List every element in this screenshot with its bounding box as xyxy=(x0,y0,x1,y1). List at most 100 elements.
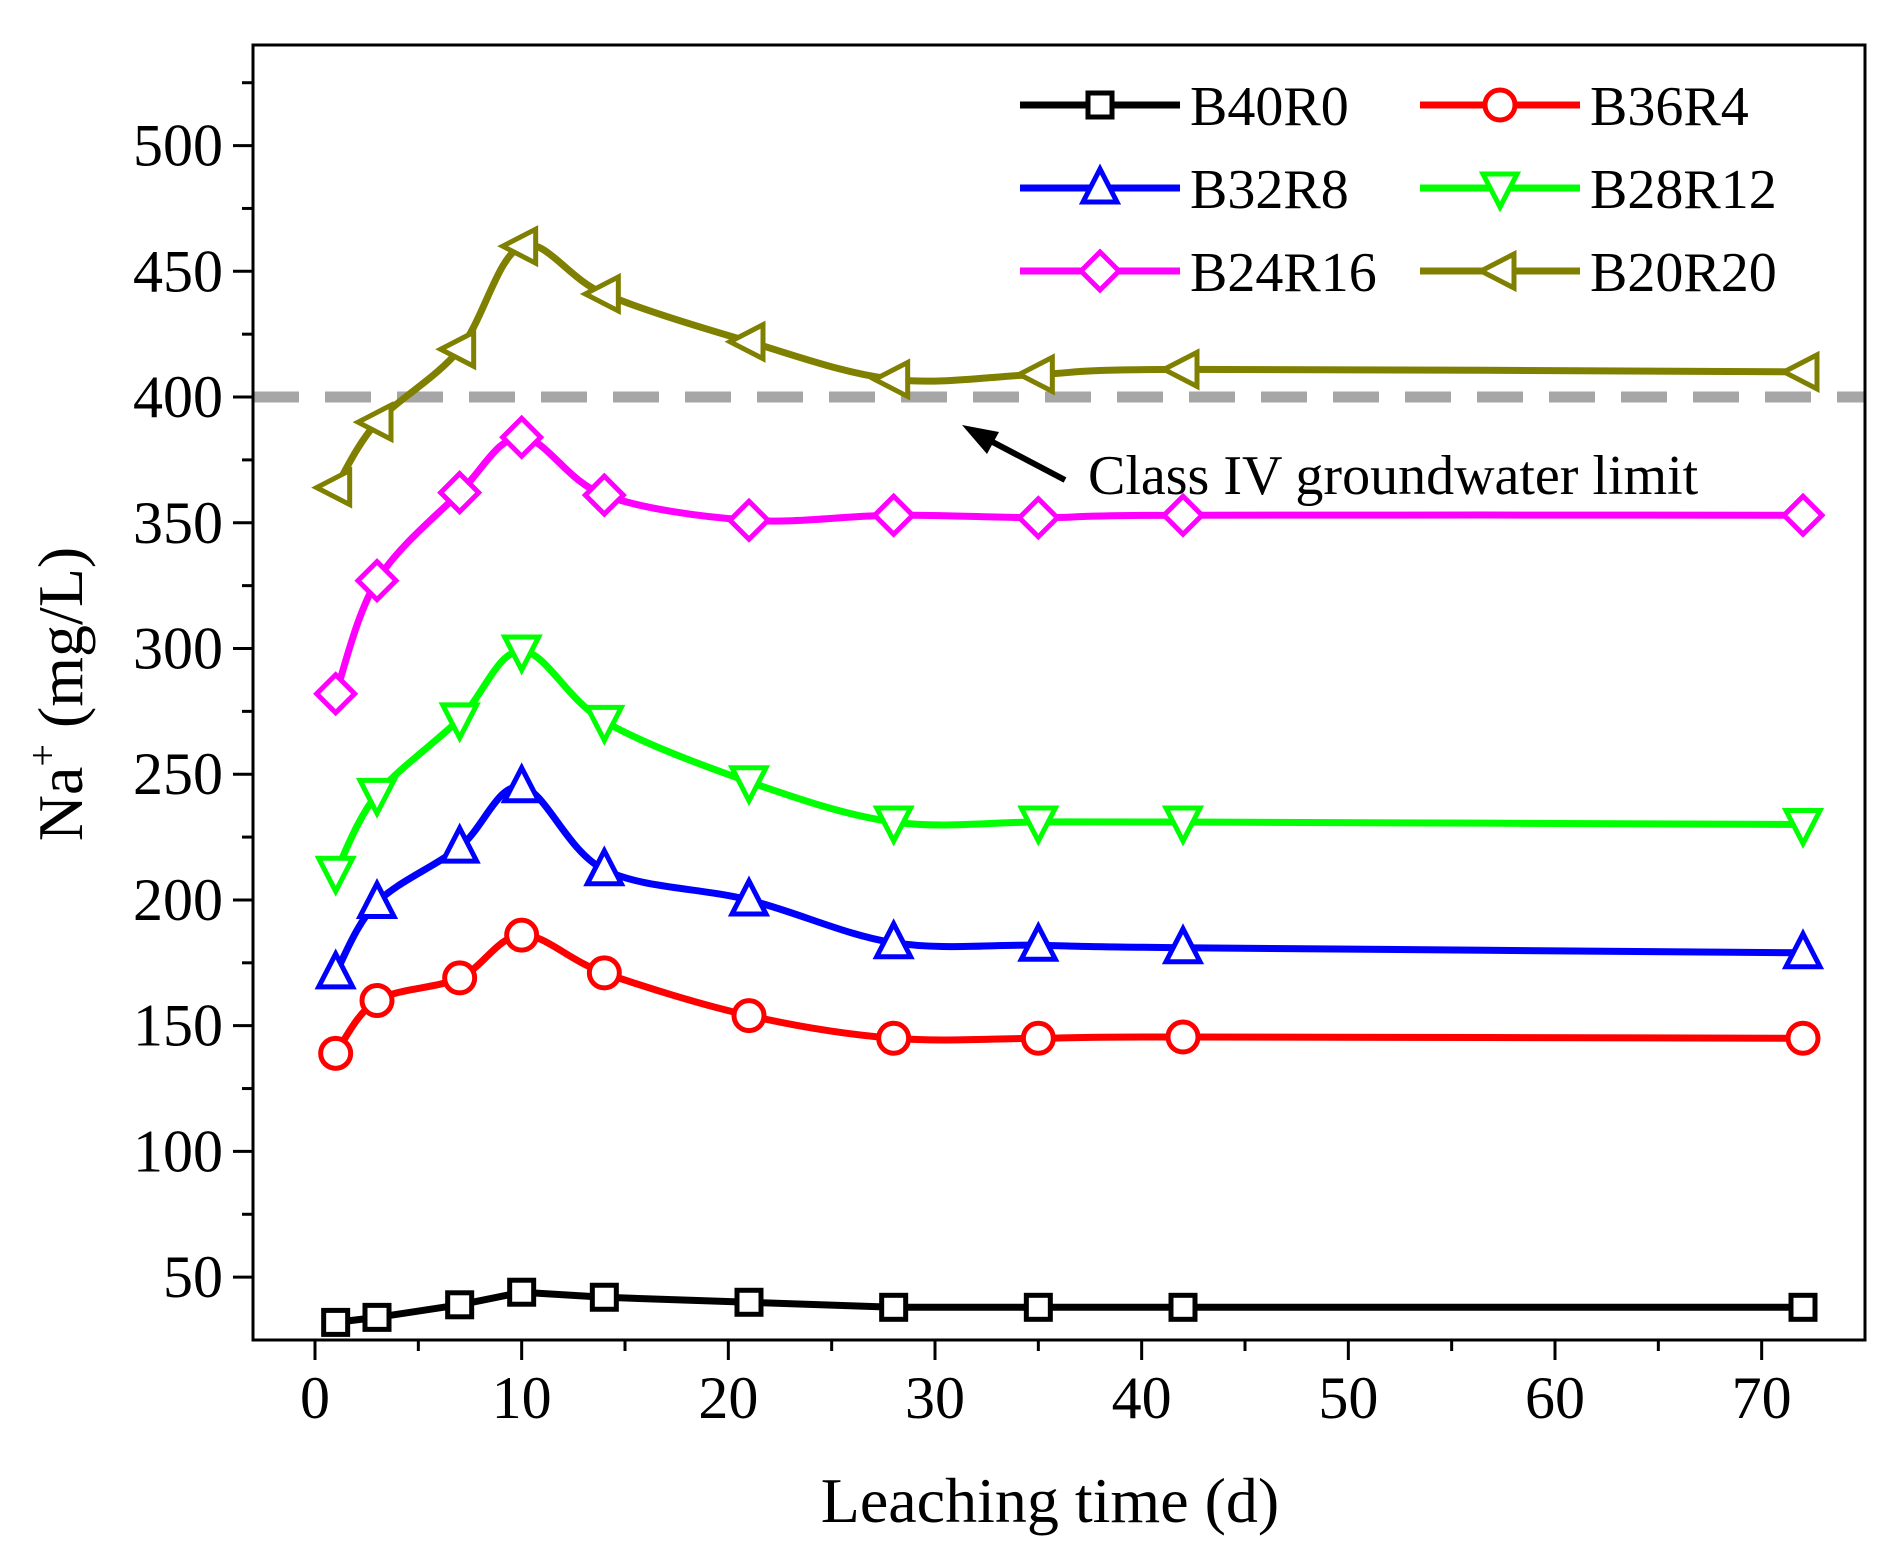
x-tick-label: 40 xyxy=(1112,1365,1172,1431)
data-point-B40R0 xyxy=(734,1287,764,1317)
data-point-B28R12 xyxy=(314,855,357,897)
data-point-B28R12 xyxy=(583,704,626,746)
data-point-B20R20 xyxy=(869,358,911,401)
data-point-B24R16 xyxy=(726,497,772,543)
x-tick-label: 20 xyxy=(698,1365,758,1431)
data-point-B28R12 xyxy=(1781,808,1825,849)
data-point-B24R16 xyxy=(499,414,545,460)
data-point-B32R8 xyxy=(314,948,357,990)
data-point-B32R8 xyxy=(583,845,626,887)
data-point-B40R0 xyxy=(445,1290,475,1320)
y-tick-label: 450 xyxy=(133,238,223,304)
data-point-B24R16 xyxy=(581,472,627,518)
data-point-B24R16 xyxy=(1780,492,1826,538)
data-point-B28R12 xyxy=(438,702,481,744)
series-B20R20 xyxy=(311,225,1820,509)
data-point-B32R8 xyxy=(872,918,915,960)
data-point-B20R20 xyxy=(435,328,477,371)
data-point-B24R16 xyxy=(1160,492,1206,538)
data-point-B36R4 xyxy=(1165,1019,1201,1055)
y-tick-label: 50 xyxy=(163,1244,223,1310)
plot-frame xyxy=(251,43,1867,1342)
legend-label: B40R0 xyxy=(1190,76,1349,138)
y-axis-title: Na+ (mg/L) xyxy=(20,547,96,841)
data-point-B40R0 xyxy=(1023,1292,1053,1322)
y-tick-label: 250 xyxy=(133,741,223,807)
data-point-B28R12 xyxy=(727,765,771,807)
legend: B40R0 B36R4 B32R8 B28R12 B24R16 B20R20 xyxy=(1020,76,1777,304)
data-point-B40R0 xyxy=(507,1277,537,1307)
data-point-B36R4 xyxy=(876,1020,912,1056)
legend-swatch-marker xyxy=(1077,248,1123,294)
data-point-B40R0 xyxy=(1788,1292,1818,1322)
data-point-B36R4 xyxy=(359,983,395,1019)
data-point-B40R0 xyxy=(879,1292,909,1322)
series-line-B24R16 xyxy=(332,433,1804,695)
y-axis-title-main: Na xyxy=(25,767,96,842)
legend-item-B36R4: B36R4 xyxy=(1420,76,1749,138)
y-tick-label: 350 xyxy=(133,490,223,556)
annotation-arrow-shaft xyxy=(983,435,1067,483)
legend-item-B28R12: B28R12 xyxy=(1420,159,1777,221)
data-point-B20R20 xyxy=(1013,353,1055,396)
y-tick-label: 200 xyxy=(133,867,223,933)
data-point-B24R16 xyxy=(1015,495,1061,541)
legend-swatch-marker xyxy=(1078,163,1122,205)
data-point-B24R16 xyxy=(871,492,917,538)
data-point-B32R8 xyxy=(438,822,481,864)
ticks-layer xyxy=(233,81,1764,1360)
data-point-B20R20 xyxy=(311,466,353,509)
y-tick-label: 400 xyxy=(133,364,223,430)
data-point-B36R4 xyxy=(442,960,478,996)
legend-item-B20R20: B20R20 xyxy=(1420,242,1777,304)
x-tick-label: 50 xyxy=(1318,1365,1378,1431)
data-point-B36R4 xyxy=(318,1035,354,1071)
y-tick-labels: 50 100 150 200 250 300 350 400 450 500 xyxy=(133,113,223,1311)
legend-label: B32R8 xyxy=(1190,159,1349,221)
legend-label: B28R12 xyxy=(1590,159,1777,221)
data-point-B20R20 xyxy=(1158,348,1200,391)
data-point-B24R16 xyxy=(354,558,400,604)
y-tick-label: 500 xyxy=(133,113,223,179)
series-layer xyxy=(311,225,1826,1337)
data-point-B28R12 xyxy=(1017,805,1060,847)
x-axis-title: Leaching time (d) xyxy=(821,1465,1279,1536)
data-point-B20R20 xyxy=(1778,350,1820,393)
series-B32R8 xyxy=(314,762,1825,990)
data-point-B40R0 xyxy=(321,1307,351,1337)
data-point-B36R4 xyxy=(1785,1020,1821,1056)
legend-swatch-marker xyxy=(1482,87,1518,123)
data-point-B36R4 xyxy=(1020,1020,1056,1056)
legend-item-B40R0: B40R0 xyxy=(1020,76,1349,138)
data-point-B40R0 xyxy=(589,1282,619,1312)
legend-swatch-marker xyxy=(1475,249,1517,293)
x-tick-label: 70 xyxy=(1732,1365,1792,1431)
x-tick-label: 0 xyxy=(300,1365,330,1431)
data-point-B20R20 xyxy=(497,225,539,268)
data-point-B20R20 xyxy=(579,272,621,316)
series-line-B40R0 xyxy=(335,1288,1803,1326)
series-B28R12 xyxy=(314,634,1825,897)
legend-label: B36R4 xyxy=(1590,76,1749,138)
annotation-arrowhead xyxy=(962,425,999,454)
data-point-B32R8 xyxy=(1161,923,1205,965)
x-tick-label: 30 xyxy=(905,1365,965,1431)
data-point-B36R4 xyxy=(504,917,540,953)
data-point-B32R8 xyxy=(500,762,543,804)
series-B40R0 xyxy=(321,1277,1818,1337)
series-B24R16 xyxy=(313,414,1826,717)
x-tick-label: 10 xyxy=(492,1365,552,1431)
y-tick-label: 300 xyxy=(133,615,223,681)
legend-swatch-marker xyxy=(1085,90,1115,120)
series-B36R4 xyxy=(318,917,1821,1071)
data-point-B28R12 xyxy=(355,777,399,819)
legend-item-B32R8: B32R8 xyxy=(1020,159,1349,221)
x-tick-labels: 0 10 20 30 40 50 60 70 xyxy=(300,1365,1792,1431)
y-axis-title-superscript: + xyxy=(20,744,65,767)
data-point-B20R20 xyxy=(352,401,394,444)
legend-swatch-marker xyxy=(1478,171,1522,213)
data-point-B28R12 xyxy=(500,634,543,676)
y-axis-title-unit: (mg/L) xyxy=(25,547,96,744)
data-point-B36R4 xyxy=(731,998,767,1034)
